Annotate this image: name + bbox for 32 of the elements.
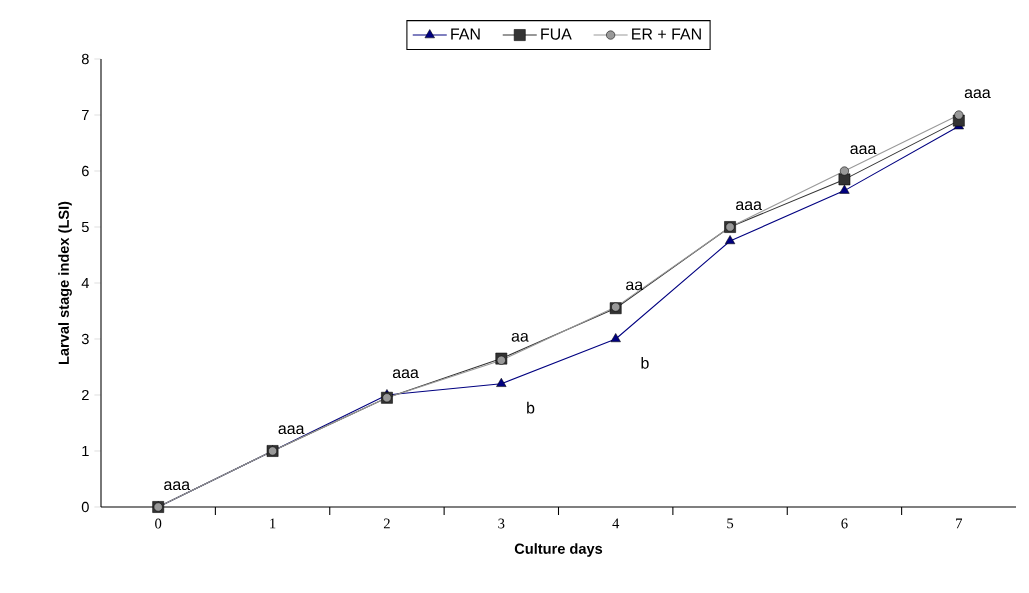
annotation: aaa: [278, 425, 305, 435]
y-tick-label: 8: [81, 53, 89, 65]
y-tick-label: 6: [82, 165, 89, 177]
y-tick-label: 7: [82, 109, 89, 121]
x-tick-label: 2: [383, 518, 390, 529]
annotation: aaa: [850, 145, 877, 155]
x-tick-label: 5: [727, 518, 734, 529]
y-tick-label: 1: [82, 445, 89, 457]
y-tick-label: 5: [81, 221, 89, 233]
y-tick-label: 4: [81, 277, 89, 289]
annotation: b: [527, 401, 535, 414]
legend-label: ER + FAN: [632, 28, 701, 40]
y-tick-label: 2: [82, 389, 89, 401]
x-tick-label: 7: [956, 518, 963, 529]
legend-label: FUA: [541, 28, 572, 40]
x-tick-label: 3: [498, 518, 505, 529]
annotation: aaa: [736, 201, 762, 211]
y-axis-title: Larval stage index (LSI): [58, 201, 72, 365]
annotation: aa: [626, 281, 644, 291]
annotation: aa: [511, 332, 529, 342]
x-tick-label: 0: [155, 518, 162, 529]
legend-label: FAN: [451, 28, 480, 40]
y-tick-label: 0: [81, 501, 89, 513]
annotation: b: [641, 357, 649, 369]
annotation: aaa: [392, 369, 419, 379]
y-tick-label: 3: [81, 333, 89, 345]
x-tick-label: 1: [270, 518, 276, 529]
x-tick-label: 6: [841, 518, 848, 529]
x-tick-label: 4: [612, 518, 620, 529]
x-axis-title: Culture days: [514, 543, 603, 557]
annotation: aaa: [964, 89, 991, 99]
annotation: aaa: [164, 481, 191, 491]
